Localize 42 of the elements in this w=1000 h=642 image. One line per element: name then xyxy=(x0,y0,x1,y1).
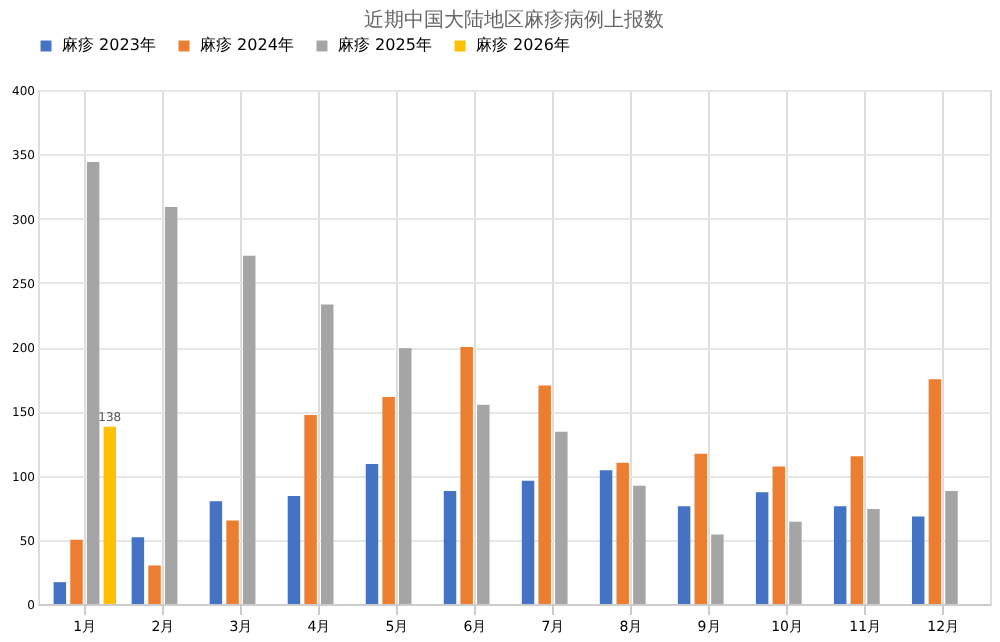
bar xyxy=(242,255,256,604)
bar xyxy=(148,565,161,604)
bar xyxy=(599,470,613,604)
bar xyxy=(443,490,457,604)
bar xyxy=(86,161,100,604)
bar xyxy=(164,206,178,604)
bar xyxy=(755,492,769,604)
bar xyxy=(103,426,117,604)
bar xyxy=(53,582,67,604)
chart-title: 近期中国大陆地区麻疹病例上报数 xyxy=(364,8,664,32)
bar xyxy=(70,539,83,604)
bar xyxy=(945,490,958,604)
bar xyxy=(321,304,334,604)
bar xyxy=(928,379,942,604)
bar xyxy=(287,496,301,604)
bar xyxy=(365,463,379,604)
bar xyxy=(555,431,568,604)
bar xyxy=(226,520,239,604)
bar xyxy=(304,415,317,604)
bar xyxy=(538,385,551,604)
legend-label: 麻疹 2024年 xyxy=(200,36,294,54)
bar xyxy=(789,521,802,604)
bar xyxy=(131,537,145,604)
bar xyxy=(633,485,646,604)
bar xyxy=(616,462,629,604)
bar xyxy=(382,397,395,604)
bar xyxy=(460,347,473,604)
bar xyxy=(477,404,490,604)
bar xyxy=(850,456,864,604)
legend-label: 麻疹 2025年 xyxy=(338,36,432,54)
bar xyxy=(694,453,707,604)
bar xyxy=(399,348,412,604)
bar xyxy=(867,508,880,604)
bar xyxy=(521,480,535,604)
legend-label: 麻疹 2023年 xyxy=(62,36,156,54)
bar xyxy=(833,506,847,604)
bar xyxy=(911,516,925,604)
legend-label: 麻疹 2026年 xyxy=(476,36,570,54)
bar xyxy=(711,534,724,604)
bar xyxy=(677,506,691,604)
bar xyxy=(209,501,223,604)
bar xyxy=(772,466,786,604)
